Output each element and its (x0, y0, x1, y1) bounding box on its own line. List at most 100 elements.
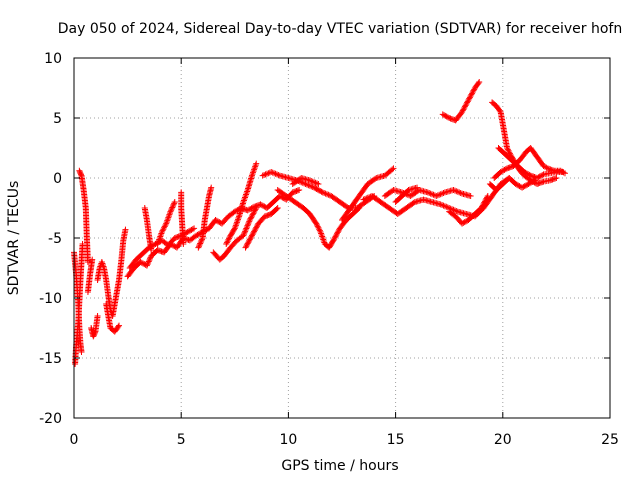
x-axis-label: GPS time / hours (281, 458, 398, 474)
data-point (197, 240, 204, 247)
data-point (501, 166, 508, 173)
data-point (356, 205, 363, 211)
data-point (331, 236, 338, 243)
data-point (223, 241, 230, 247)
data-point (321, 190, 328, 196)
data-point (469, 90, 476, 97)
data-point (246, 237, 253, 244)
data-point (314, 223, 321, 230)
data-point (460, 106, 467, 113)
data-point (461, 103, 468, 110)
data-point (271, 170, 278, 177)
data-point (246, 217, 253, 223)
data-point (168, 205, 175, 212)
data-point (525, 171, 532, 178)
data-point (430, 191, 437, 198)
data-point (316, 226, 323, 233)
axis-ticks: 0 5 10 15 20 25 -20 -15 -10 -5 0 5 10 (39, 51, 619, 448)
data-point (468, 91, 475, 98)
data-point (467, 93, 474, 99)
data-point (480, 201, 487, 207)
data-point (456, 189, 463, 196)
data-point (251, 227, 258, 234)
y-tick-label: -20 (39, 411, 62, 427)
data-point (319, 189, 326, 196)
data-point (482, 197, 489, 203)
data-point (506, 149, 513, 156)
data-point (504, 146, 511, 153)
data-point (247, 215, 254, 222)
data-point (161, 223, 168, 230)
data-point (188, 226, 195, 233)
data-point (308, 183, 315, 190)
data-point (248, 232, 255, 239)
data-point (476, 79, 483, 85)
data-track (124, 187, 303, 280)
data-point (322, 190, 329, 197)
data-point (250, 210, 257, 217)
data-track (195, 184, 215, 251)
data-point (444, 114, 451, 121)
data-point (268, 169, 275, 175)
data-point (553, 175, 560, 181)
data-point (309, 184, 316, 190)
data-point (389, 166, 396, 173)
data-point (461, 219, 468, 226)
data-point (296, 187, 303, 193)
data-point (243, 224, 250, 231)
data-point (261, 172, 268, 178)
data-point (146, 255, 153, 262)
data-point (242, 244, 249, 251)
data-point (195, 231, 202, 238)
data-point (260, 202, 267, 209)
data-point (189, 226, 196, 233)
data-point (429, 191, 436, 198)
data-point (89, 256, 96, 263)
data-point (169, 204, 176, 211)
data-point (137, 259, 144, 265)
data-point (522, 169, 529, 176)
data-point (427, 190, 434, 197)
data-point (197, 239, 204, 246)
data-point (523, 170, 530, 177)
data-point (515, 182, 522, 189)
data-point (248, 233, 255, 240)
data-point (325, 191, 332, 198)
data-point (454, 188, 461, 195)
data-point (502, 166, 509, 173)
data-point (335, 228, 342, 235)
data-point (226, 235, 233, 242)
data-point (326, 192, 333, 199)
data-point (560, 169, 567, 176)
data-point (329, 238, 336, 245)
data-point (168, 207, 175, 214)
data-point (161, 224, 168, 231)
data-point (143, 262, 150, 269)
data-track (439, 79, 483, 124)
data-point (451, 207, 458, 214)
data-point (475, 80, 482, 87)
data-point (213, 217, 220, 224)
data-track (141, 205, 155, 253)
data-point (536, 173, 543, 180)
data-point (171, 200, 178, 207)
data-point (122, 226, 129, 233)
data-point (243, 241, 250, 248)
data-point (526, 171, 533, 178)
data-point (318, 188, 325, 195)
data-point (484, 194, 491, 201)
data-point (462, 102, 469, 109)
y-tick-label: -5 (48, 231, 62, 247)
data-point (561, 170, 568, 177)
data-track (103, 301, 123, 335)
data-point (361, 196, 368, 202)
data-point (424, 189, 431, 196)
data-point (224, 238, 231, 245)
data-point (247, 205, 254, 212)
data-point (252, 225, 259, 232)
data-point (467, 193, 474, 199)
x-tick-label: 20 (494, 432, 512, 448)
data-point (539, 172, 546, 179)
